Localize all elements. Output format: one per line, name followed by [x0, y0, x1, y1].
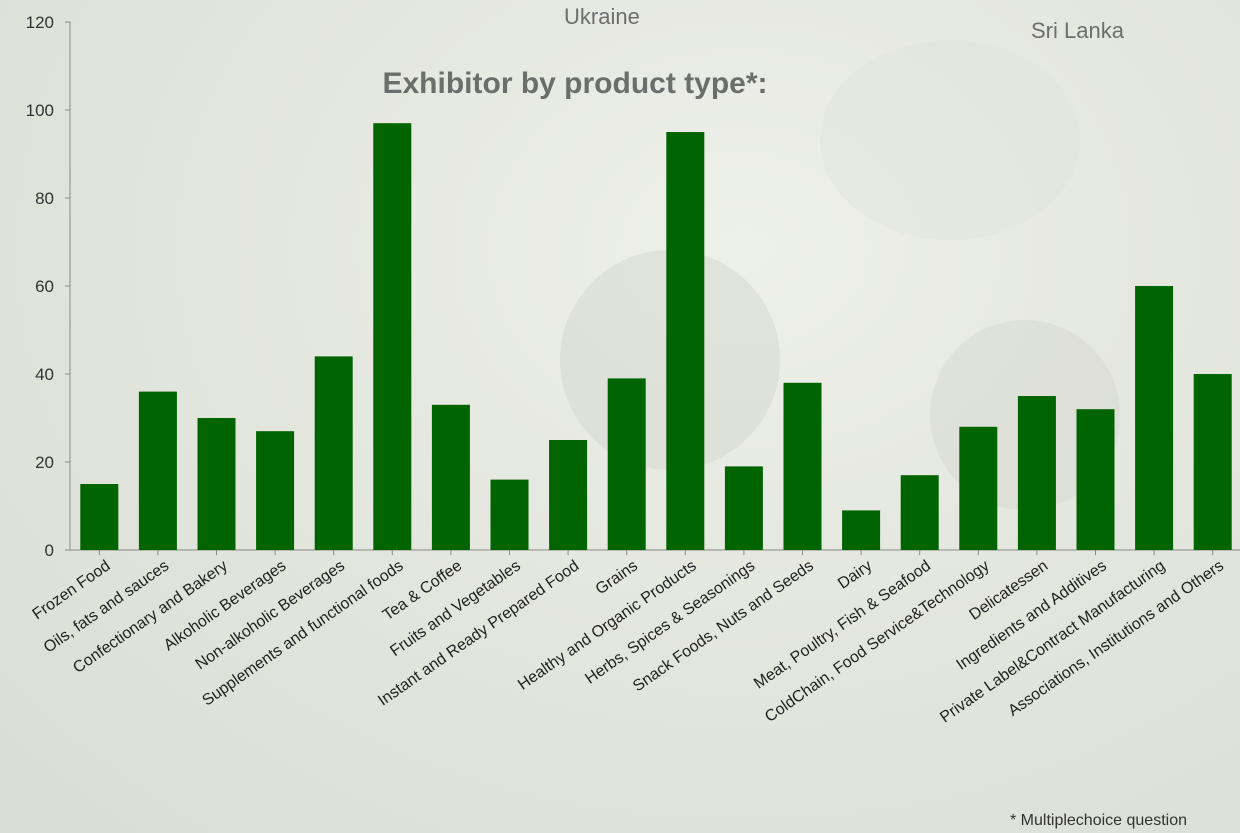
x-tick-label: Associations, Institutions and Others	[1005, 557, 1227, 719]
y-tick-label: 80	[35, 189, 54, 208]
bar	[256, 431, 295, 550]
bar	[80, 484, 119, 550]
y-tick-label: 60	[35, 277, 54, 296]
bar	[607, 378, 646, 550]
footnote: * Multiplechoice question	[1010, 812, 1187, 829]
bar	[314, 356, 353, 550]
bar	[959, 426, 998, 550]
bar	[549, 440, 588, 550]
bar	[197, 418, 236, 550]
bar	[138, 391, 177, 550]
header-text-ukraine: Ukraine	[564, 4, 640, 29]
bar	[900, 475, 939, 550]
bar	[1076, 409, 1115, 550]
y-tick-label: 120	[26, 13, 54, 32]
bar	[783, 382, 822, 550]
bar	[490, 479, 529, 550]
bar	[842, 510, 881, 550]
x-tick-label: Grains	[593, 557, 641, 598]
chart-title: Exhibitor by product type*:	[382, 67, 767, 100]
bar	[1135, 286, 1174, 550]
bar	[666, 132, 705, 550]
y-tick-label: 40	[35, 365, 54, 384]
y-tick-label: 0	[45, 541, 54, 560]
header-text-sri-lanka: Sri Lanka	[1031, 18, 1124, 43]
bar	[1017, 396, 1056, 550]
bar	[724, 466, 763, 550]
y-tick-label: 20	[35, 453, 54, 472]
bar	[373, 123, 412, 550]
bar	[1193, 374, 1232, 550]
bar	[431, 404, 470, 550]
y-tick-label: 100	[26, 101, 54, 120]
x-tick-label: Dairy	[835, 557, 875, 592]
